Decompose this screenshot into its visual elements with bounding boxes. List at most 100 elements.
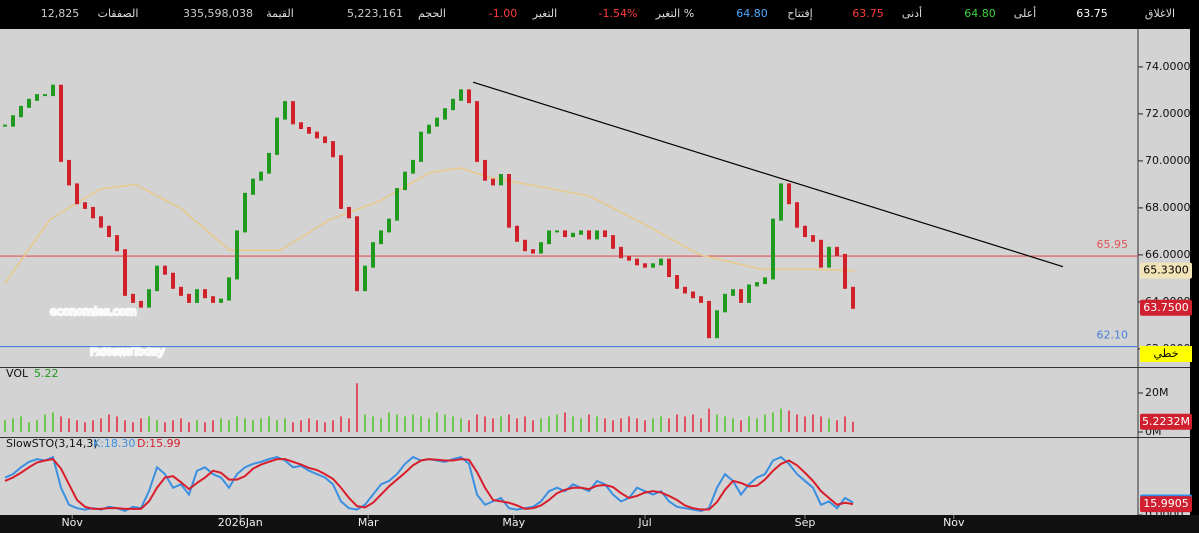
volume-bar <box>28 422 30 433</box>
volume-bar <box>316 420 318 433</box>
candle-body <box>707 300 711 339</box>
candle-body <box>747 284 751 303</box>
candle-body <box>779 183 783 221</box>
volume-bar <box>84 422 86 433</box>
x-tick-label: Nov <box>61 516 83 529</box>
candle-body <box>307 126 311 134</box>
candle-body <box>435 117 439 127</box>
volume-bar <box>500 416 502 433</box>
candle-body <box>323 136 327 144</box>
volume-bar <box>380 418 382 433</box>
volume-bar <box>764 414 766 433</box>
candle-body <box>419 131 423 162</box>
panel-title: SlowSTO(3,14,3) <box>6 437 98 450</box>
volume-bar <box>644 420 646 433</box>
x-tick-label: Nov <box>943 516 965 529</box>
candle-body <box>651 263 655 268</box>
candle-body <box>811 235 815 242</box>
volume-bar <box>140 418 142 433</box>
candle-body <box>267 152 271 174</box>
volume-bar <box>468 420 470 433</box>
candle-body <box>3 124 7 127</box>
volume-bar <box>540 418 542 433</box>
volume-bar <box>668 418 670 433</box>
stat-value: 12,825 <box>41 7 80 20</box>
volume-bar <box>308 418 310 433</box>
candle-body <box>547 230 551 245</box>
candle-body <box>219 298 223 303</box>
candle-body <box>203 289 207 299</box>
volume-bar <box>68 418 70 433</box>
volume-bar <box>820 416 822 433</box>
volume-bar <box>692 414 694 433</box>
panel-value: 5.22 <box>34 367 59 380</box>
candle-body <box>251 178 255 195</box>
watermark: FxNewsToday <box>90 345 165 358</box>
volume-bar <box>196 420 198 433</box>
volume-bar <box>444 414 446 433</box>
price-tag-label: 5.2232M <box>1142 415 1190 428</box>
candle-body <box>51 84 55 97</box>
y-tick-label: 70.0000 <box>1145 154 1191 167</box>
volume-bar <box>812 414 814 433</box>
candle-body <box>499 173 503 186</box>
stat-value: 5,223,161 <box>347 7 403 20</box>
volume-bar <box>364 414 366 433</box>
candle-body <box>299 122 303 129</box>
volume-bar <box>268 416 270 433</box>
volume-bar <box>796 414 798 433</box>
volume-bar <box>596 416 598 433</box>
candle-body <box>691 291 695 299</box>
stat-label: الصفقات <box>98 7 139 20</box>
candle-body <box>147 289 151 308</box>
volume-bar <box>524 416 526 433</box>
candle-body <box>827 246 831 268</box>
volume-bar <box>620 418 622 433</box>
candle-body <box>187 293 191 303</box>
volume-bar <box>356 383 358 433</box>
stat-label: التغير % <box>655 7 694 20</box>
candle-body <box>523 239 527 252</box>
stat-label: الاغلاق <box>1145 7 1175 20</box>
volume-bar <box>460 418 462 433</box>
volume-bar <box>244 418 246 433</box>
horizontal-line-label: 62.10 <box>1097 329 1129 342</box>
candle-body <box>603 230 607 238</box>
y-tick-label: 66.0000 <box>1145 248 1191 261</box>
volume-bar <box>228 420 230 433</box>
candle-body <box>75 183 79 205</box>
candle-body <box>403 171 407 191</box>
candle-body <box>115 235 119 252</box>
horizontal-line-label: 65.95 <box>1097 238 1129 251</box>
volume-bar <box>724 416 726 433</box>
volume-bar <box>652 418 654 433</box>
stat-value: 64.80 <box>964 7 996 20</box>
candle-body <box>259 171 263 181</box>
plot-background <box>0 29 1190 515</box>
volume-bar <box>372 416 374 433</box>
volume-bar <box>20 416 22 433</box>
volume-bar <box>300 420 302 433</box>
candle-body <box>123 249 127 296</box>
candle-body <box>35 94 39 101</box>
volume-bar <box>60 416 62 433</box>
stat-value: 64.80 <box>736 7 768 20</box>
volume-bar <box>428 418 430 433</box>
volume-bar <box>4 420 6 433</box>
candle-body <box>59 84 63 162</box>
candle-body <box>83 202 87 209</box>
volume-bar <box>476 414 478 433</box>
stat-label: أعلى <box>1014 6 1036 20</box>
volume-bar <box>452 416 454 433</box>
candle-body <box>723 293 727 313</box>
volume-bar <box>628 416 630 433</box>
series-label: D:15.99 <box>137 437 181 450</box>
volume-bar <box>116 416 118 433</box>
x-tick-label: Jul <box>637 516 651 529</box>
stat-value: -1.54% <box>599 7 638 20</box>
watermark: economies.com <box>50 305 137 318</box>
volume-bar <box>580 418 582 433</box>
candle-body <box>91 206 95 219</box>
candle-body <box>155 265 159 292</box>
candle-body <box>139 300 143 308</box>
